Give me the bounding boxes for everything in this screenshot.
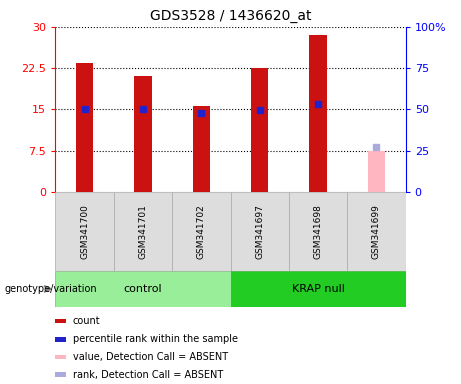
Bar (368, 151, 385, 192)
Text: count: count (73, 316, 100, 326)
Bar (309, 35, 327, 192)
Bar (172, 192, 230, 271)
Bar (76, 63, 93, 192)
Title: GDS3528 / 1436620_at: GDS3528 / 1436620_at (150, 9, 311, 23)
Bar (114, 192, 172, 271)
Bar (55, 355, 66, 359)
Text: KRAP null: KRAP null (292, 284, 344, 294)
Bar (289, 192, 347, 271)
Bar (134, 76, 152, 192)
Text: GSM341698: GSM341698 (313, 204, 323, 259)
Text: GSM341702: GSM341702 (197, 204, 206, 259)
Bar (347, 192, 406, 271)
Bar (55, 192, 114, 271)
Text: genotype/variation: genotype/variation (5, 284, 97, 294)
Text: GSM341700: GSM341700 (80, 204, 89, 259)
Bar (230, 271, 406, 307)
Text: percentile rank within the sample: percentile rank within the sample (73, 334, 238, 344)
Bar (55, 271, 230, 307)
Bar (251, 68, 268, 192)
Bar (55, 337, 66, 342)
Text: GSM341699: GSM341699 (372, 204, 381, 259)
Text: GSM341697: GSM341697 (255, 204, 264, 259)
Bar (230, 192, 289, 271)
Text: rank, Detection Call = ABSENT: rank, Detection Call = ABSENT (73, 370, 223, 380)
Bar (55, 319, 66, 323)
Text: GSM341701: GSM341701 (138, 204, 148, 259)
Bar (193, 106, 210, 192)
Text: control: control (124, 284, 162, 294)
Text: value, Detection Call = ABSENT: value, Detection Call = ABSENT (73, 352, 228, 362)
Bar (55, 372, 66, 377)
